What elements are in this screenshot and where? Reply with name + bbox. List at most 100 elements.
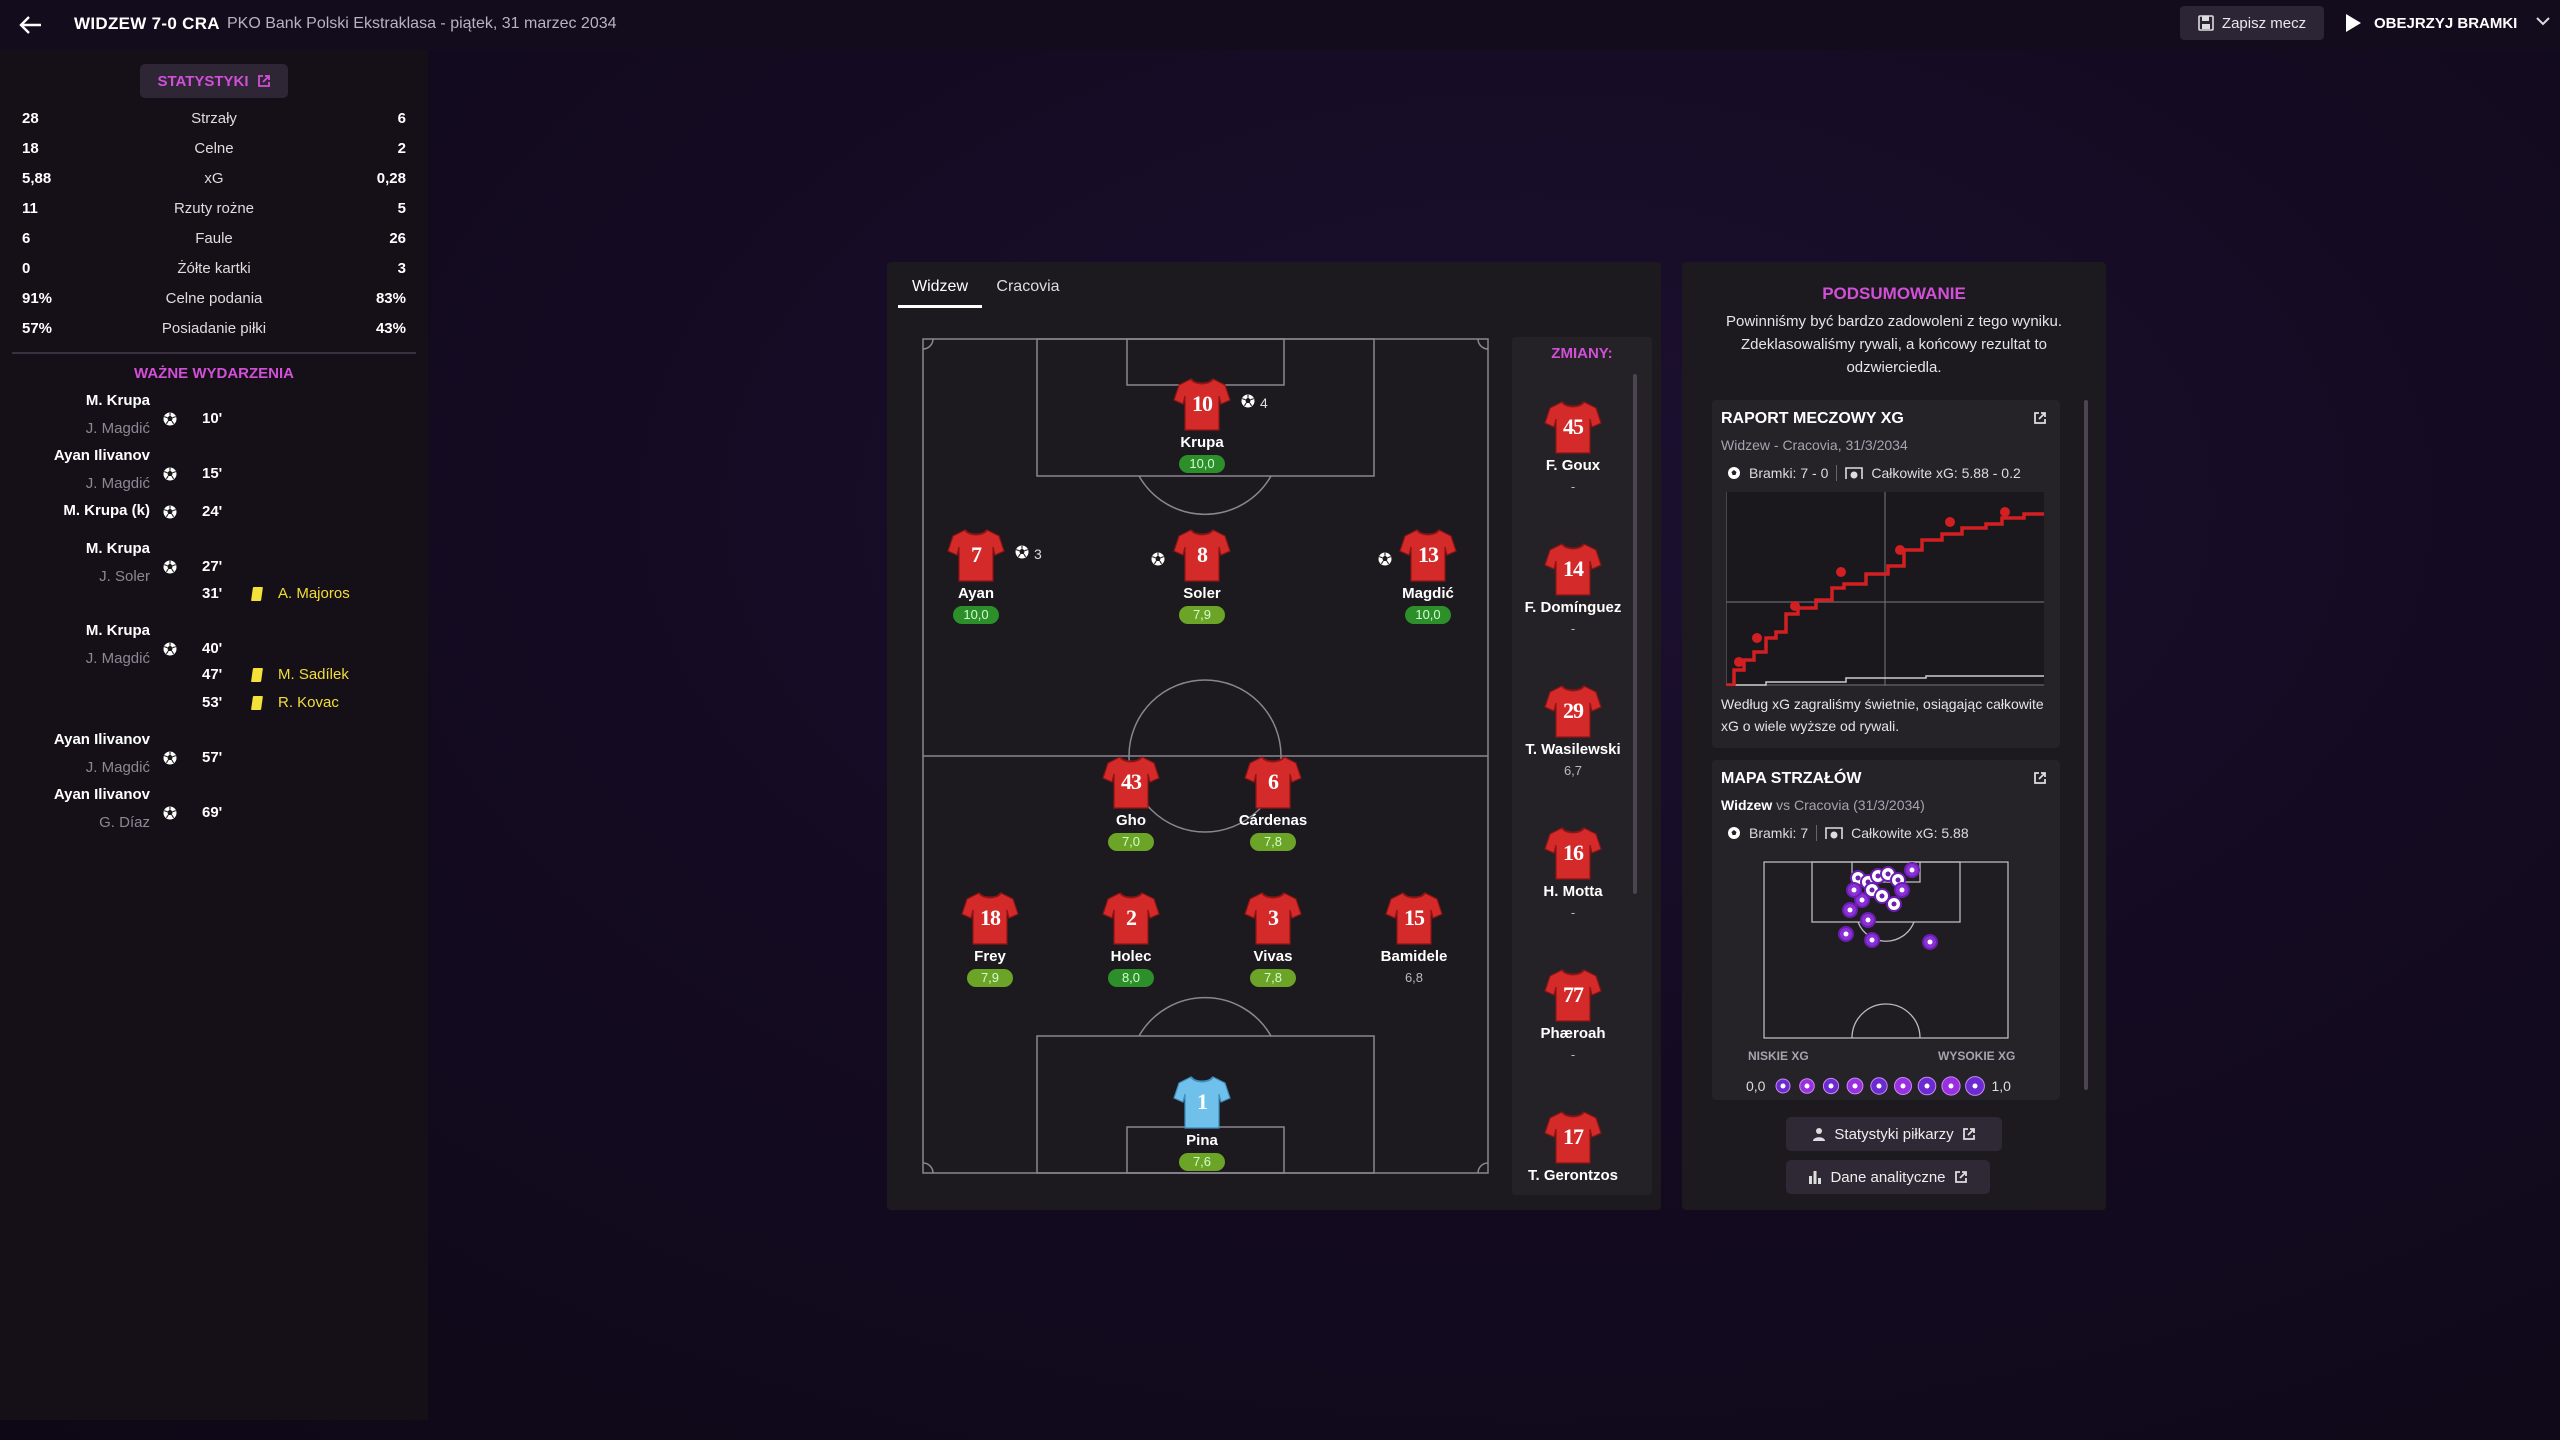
top-bar (0, 0, 2560, 50)
stat-away-value: 83% (375, 290, 406, 307)
player-card[interactable]: 43 Gho 7,0 (1061, 754, 1201, 851)
player-card[interactable]: 16 H. Motta - (1503, 825, 1643, 922)
goal-scorer[interactable]: M. Krupa (85, 622, 150, 639)
stat-row: Faule 6 26 (22, 230, 406, 254)
player-card[interactable]: 15 Bamidele 6,8 (1344, 890, 1484, 987)
save-match-button[interactable]: Zapisz mecz (2180, 6, 2324, 40)
player-card[interactable]: 77 Phæroah - (1503, 967, 1643, 1064)
player-card[interactable]: 8 Soler 7,9 (1132, 527, 1272, 624)
player-name: Gho (1116, 812, 1146, 829)
statistics-button[interactable]: STATYSTYKI (140, 64, 288, 98)
high-xg-label: WYSOKIE XG (1938, 1049, 2016, 1063)
player-card[interactable]: 1 Pina 7,6 (1132, 1074, 1272, 1171)
analytics-button[interactable]: Dane analityczne (1786, 1160, 1990, 1194)
player-card[interactable]: 3 Vivas 7,8 (1203, 890, 1343, 987)
goal-assist[interactable]: J. Magdić (85, 759, 150, 776)
stat-row: Celne podania 91% 83% (22, 290, 406, 314)
goal-ball-icon (162, 805, 178, 821)
shirt-number: 8 (1197, 542, 1208, 567)
person-icon (1813, 1128, 1826, 1141)
substitutes-scrollbar[interactable] (1633, 374, 1637, 894)
player-card[interactable]: 13 Magdić 10,0 (1358, 527, 1498, 624)
card-minute: 53' (202, 694, 223, 711)
external-link-icon (257, 75, 270, 87)
player-card[interactable]: 45 F. Goux - (1503, 399, 1643, 496)
player-card[interactable]: 2 Holec 8,0 (1061, 890, 1201, 987)
xg-timeline-chart (1726, 492, 2044, 686)
shirt-number: 2 (1126, 905, 1137, 930)
stat-label: Posiadanie piłki (161, 320, 267, 337)
watch-goals-button[interactable]: OBEJRZYJ BRAMKI (2340, 6, 2540, 40)
player-name: T. Gerontzos (1527, 1167, 1618, 1184)
stat-row: xG 5,88 0,28 (22, 170, 406, 194)
xg-scale-icons (1775, 1076, 1986, 1096)
tab-widzew[interactable]: Widzew (898, 272, 982, 308)
goal-scorer[interactable]: M. Krupa (85, 540, 150, 557)
stat-home-value: 6 (22, 230, 31, 247)
player-card[interactable]: 6 Cárdenas 7,8 (1203, 754, 1343, 851)
xg-report-title: RAPORT MECZOWY XG (1721, 410, 1904, 427)
player-card[interactable]: 14 F. Domínguez - (1503, 541, 1643, 638)
player-card[interactable]: 7 Ayan 10,0 (906, 527, 1046, 624)
stat-label: Faule (195, 230, 233, 247)
summary-text: Powinniśmy być bardzo zadowoleni z tego … (1726, 313, 2062, 376)
stat-home-value: 0 (22, 260, 31, 277)
expand-icon[interactable] (2032, 410, 2048, 426)
external-link-icon (1954, 1171, 1967, 1183)
player-card[interactable]: 18 Frey 7,9 (920, 890, 1060, 987)
goal-scorer[interactable]: M. Krupa (k) (63, 502, 150, 519)
stat-home-value: 28 (22, 110, 39, 127)
pitch (922, 338, 1489, 1174)
shirt-number: 16 (1563, 840, 1584, 865)
goal-scorer[interactable]: Ayan Ilivanov (53, 786, 150, 803)
player-rating: - (1570, 1047, 1576, 1062)
player-goals: 4 (1240, 393, 1268, 412)
goal-assist[interactable]: G. Díaz (99, 814, 150, 831)
yellow-card-icon (251, 668, 263, 682)
ball-icon (1728, 467, 1740, 479)
tab-cracovia[interactable]: Cracovia (996, 278, 1060, 295)
stat-label: Rzuty rożne (173, 200, 255, 217)
goal-scorer[interactable]: M. Krupa (85, 392, 150, 409)
goal-ball-icon (1014, 544, 1030, 563)
chevron-down-icon[interactable] (2536, 16, 2550, 26)
goal-count: 3 (1034, 545, 1042, 562)
player-rating: 8,0 (1108, 969, 1154, 987)
expand-icon[interactable] (2032, 770, 2048, 786)
player-name: F. Goux (1545, 457, 1601, 474)
player-stats-label: Statystyki piłkarzy (1834, 1125, 1954, 1143)
goal-scorer[interactable]: Ayan Ilivanov (53, 731, 150, 748)
substitutes-panel (1512, 337, 1652, 1195)
goal-assist[interactable]: J. Magdić (85, 420, 150, 437)
card-player[interactable]: M. Sadílek (278, 666, 349, 683)
shirt-number: 3 (1268, 905, 1279, 930)
goal-assist[interactable]: J. Magdić (85, 475, 150, 492)
card-player[interactable]: A. Majoros (278, 585, 350, 602)
shirt-icon: 10 (1173, 376, 1231, 432)
goal-ball-icon (162, 504, 178, 520)
player-stats-button[interactable]: Statystyki piłkarzy (1786, 1117, 2002, 1151)
back-button[interactable] (14, 10, 48, 40)
stat-home-value: 91% (22, 290, 53, 307)
goal-assist[interactable]: J. Magdić (85, 650, 150, 667)
goal-minute: 27' (202, 558, 223, 575)
low-xg-label: NISKIE XG (1748, 1049, 1809, 1063)
goal-ball-icon (162, 411, 178, 427)
shirt-number: 10 (1192, 391, 1213, 416)
stat-away-value: 26 (389, 230, 406, 247)
player-rating: 10,0 (1405, 606, 1451, 624)
player-rating: 7,9 (967, 969, 1013, 987)
shirt-icon: 2 (1102, 890, 1160, 946)
goal-scorer[interactable]: Ayan Ilivanov (53, 447, 150, 464)
player-card[interactable]: 29 T. Wasilewski 6,7 (1503, 683, 1643, 780)
shirt-icon: 13 (1399, 527, 1457, 583)
card-player[interactable]: R. Kovac (278, 694, 339, 711)
shirt-icon: 14 (1544, 541, 1602, 597)
assist-ball-icon (1150, 551, 1166, 567)
left-panel (0, 50, 428, 1420)
player-card[interactable]: 17 T. Gerontzos (1503, 1109, 1643, 1184)
player-card[interactable]: 10 Krupa 10,0 (1132, 376, 1272, 473)
summary-title: PODSUMOWANIE (1822, 284, 1966, 303)
summary-scrollbar[interactable] (2084, 400, 2088, 1090)
goal-assist[interactable]: J. Soler (99, 568, 150, 585)
